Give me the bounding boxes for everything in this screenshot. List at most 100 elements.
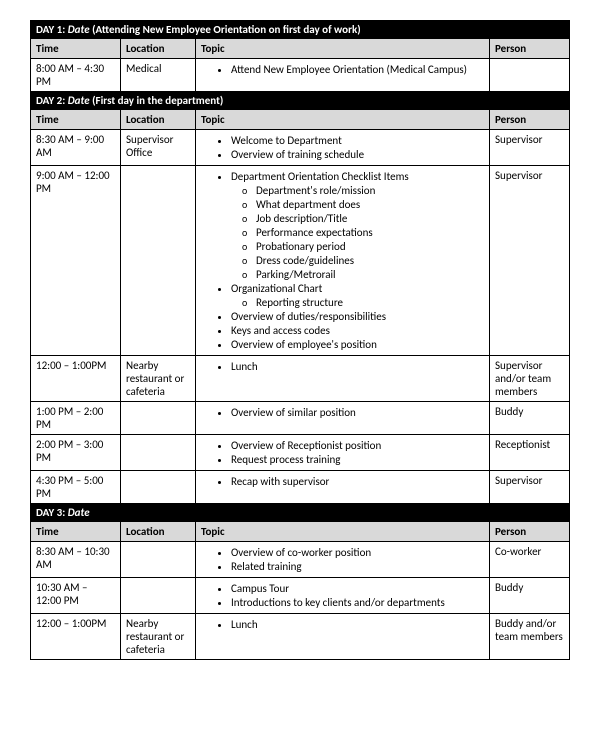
topic-item: Overview of co-worker position xyxy=(231,546,484,559)
cell-person xyxy=(490,59,570,92)
cell-time: 1:00 PM – 2:00 PM xyxy=(31,402,121,435)
cell-time: 12:00 – 1:00PM xyxy=(31,356,121,402)
schedule-row: 8:30 AM – 10:30 AM Overview of co-worker … xyxy=(31,542,570,578)
cell-topic: Attend New Employee Orientation (Medical… xyxy=(196,59,490,92)
cell-location xyxy=(121,166,196,356)
topic-sublist: Reporting structure xyxy=(231,296,484,309)
topic-item: Lunch xyxy=(231,618,484,631)
cell-topic: Welcome to DepartmentOverview of trainin… xyxy=(196,130,490,166)
topic-list: Recap with supervisor xyxy=(201,475,484,488)
topic-item: Lunch xyxy=(231,360,484,373)
cell-topic: Lunch xyxy=(196,614,490,660)
day-header: DAY 1: Date (Attending New Employee Orie… xyxy=(31,21,570,39)
topic-item: Related training xyxy=(231,560,484,573)
topic-item: Request process training xyxy=(231,453,484,466)
col-header-location: Location xyxy=(121,110,196,130)
schedule-row: 12:00 – 1:00PMNearby restaurant or cafet… xyxy=(31,356,570,402)
topic-subitem: Job description/Title xyxy=(256,212,484,225)
topic-list: Overview of Receptionist positionRequest… xyxy=(201,439,484,466)
col-header-person: Person xyxy=(490,110,570,130)
topic-item: Organizational ChartReporting structure xyxy=(231,282,484,309)
col-header-location: Location xyxy=(121,39,196,59)
cell-time: 9:00 AM – 12:00 PM xyxy=(31,166,121,356)
cell-person: Buddy and/or team members xyxy=(490,614,570,660)
cell-location xyxy=(121,578,196,614)
day-header-date: Date xyxy=(68,94,90,107)
topic-item: Overview of Receptionist position xyxy=(231,439,484,452)
cell-time: 2:00 PM – 3:00 PM xyxy=(31,435,121,471)
column-header-row: TimeLocationTopicPerson xyxy=(31,110,570,130)
cell-location xyxy=(121,471,196,504)
topic-list: Overview of co-worker positionRelated tr… xyxy=(201,546,484,573)
cell-time: 12:00 – 1:00PM xyxy=(31,614,121,660)
cell-location xyxy=(121,402,196,435)
cell-person: Buddy xyxy=(490,402,570,435)
topic-item: Introductions to key clients and/or depa… xyxy=(231,596,484,609)
cell-person: Co-worker xyxy=(490,542,570,578)
schedule-row: 10:30 AM – 12:00 PM Campus TourIntroducti… xyxy=(31,578,570,614)
col-header-topic: Topic xyxy=(196,39,490,59)
schedule-row: 4:30 PM – 5:00 PMRecap with supervisorSu… xyxy=(31,471,570,504)
cell-location xyxy=(121,542,196,578)
topic-item: Overview of duties/responsibilities xyxy=(231,310,484,323)
topic-item: Keys and access codes xyxy=(231,324,484,337)
day-header-row: DAY 2: Date (First day in the department… xyxy=(31,92,570,110)
topic-item: Recap with supervisor xyxy=(231,475,484,488)
cell-person: Supervisor xyxy=(490,130,570,166)
cell-topic: Overview of Receptionist positionRequest… xyxy=(196,435,490,471)
day-header-date: Date xyxy=(68,23,90,36)
cell-topic: Overview of similar position xyxy=(196,402,490,435)
cell-topic: Campus TourIntroductions to key clients … xyxy=(196,578,490,614)
cell-person: Receptionist xyxy=(490,435,570,471)
topic-list: Campus TourIntroductions to key clients … xyxy=(201,582,484,609)
topic-list: Welcome to DepartmentOverview of trainin… xyxy=(201,134,484,161)
day-header: DAY 2: Date (First day in the department… xyxy=(31,92,570,110)
topic-item: Campus Tour xyxy=(231,582,484,595)
column-header-row: TimeLocationTopicPerson xyxy=(31,522,570,542)
topic-subitem: Performance expectations xyxy=(256,226,484,239)
topic-subitem: Probationary period xyxy=(256,240,484,253)
cell-location: Medical xyxy=(121,59,196,92)
topic-list: Department Orientation Checklist ItemsDe… xyxy=(201,170,484,351)
topic-item: Welcome to Department xyxy=(231,134,484,147)
day-header: DAY 3: Date xyxy=(31,504,570,522)
schedule-row: 12:00 – 1:00PMNearby restaurant or cafet… xyxy=(31,614,570,660)
topic-subitem: What department does xyxy=(256,198,484,211)
schedule-row: 9:00 AM – 12:00 PM Department Orientation… xyxy=(31,166,570,356)
cell-person: Buddy xyxy=(490,578,570,614)
col-header-location: Location xyxy=(121,522,196,542)
column-header-row: TimeLocationTopicPerson xyxy=(31,39,570,59)
col-header-person: Person xyxy=(490,522,570,542)
cell-time: 8:30 AM – 9:00 AM xyxy=(31,130,121,166)
topic-subitem: Dress code/guidelines xyxy=(256,254,484,267)
cell-time: 10:30 AM – 12:00 PM xyxy=(31,578,121,614)
topic-list: Attend New Employee Orientation (Medical… xyxy=(201,63,484,76)
topic-item: Department Orientation Checklist ItemsDe… xyxy=(231,170,484,281)
topic-item: Overview of training schedule xyxy=(231,148,484,161)
schedule-row: 8:30 AM – 9:00 AMSupervisor OfficeWelcom… xyxy=(31,130,570,166)
day-header-row: DAY 3: Date xyxy=(31,504,570,522)
col-header-person: Person xyxy=(490,39,570,59)
topic-list: Lunch xyxy=(201,360,484,373)
cell-person: Supervisor xyxy=(490,166,570,356)
topic-item: Overview of similar position xyxy=(231,406,484,419)
cell-topic: Lunch xyxy=(196,356,490,402)
col-header-topic: Topic xyxy=(196,110,490,130)
schedule-row: 2:00 PM – 3:00 PM Overview of Receptionis… xyxy=(31,435,570,471)
col-header-time: Time xyxy=(31,110,121,130)
cell-location: Nearby restaurant or cafeteria xyxy=(121,356,196,402)
topic-subitem: Department's role/mission xyxy=(256,184,484,197)
col-header-topic: Topic xyxy=(196,522,490,542)
schedule-table: DAY 1: Date (Attending New Employee Orie… xyxy=(30,20,570,660)
day-header-row: DAY 1: Date (Attending New Employee Orie… xyxy=(31,21,570,39)
topic-item: Attend New Employee Orientation (Medical… xyxy=(231,63,484,76)
cell-topic: Recap with supervisor xyxy=(196,471,490,504)
cell-topic: Overview of co-worker positionRelated tr… xyxy=(196,542,490,578)
cell-location: Supervisor Office xyxy=(121,130,196,166)
cell-time: 8:30 AM – 10:30 AM xyxy=(31,542,121,578)
day-header-date: Date xyxy=(68,506,90,519)
cell-topic: Department Orientation Checklist ItemsDe… xyxy=(196,166,490,356)
schedule-row: 1:00 PM – 2:00 PM Overview of similar pos… xyxy=(31,402,570,435)
col-header-time: Time xyxy=(31,522,121,542)
cell-time: 4:30 PM – 5:00 PM xyxy=(31,471,121,504)
